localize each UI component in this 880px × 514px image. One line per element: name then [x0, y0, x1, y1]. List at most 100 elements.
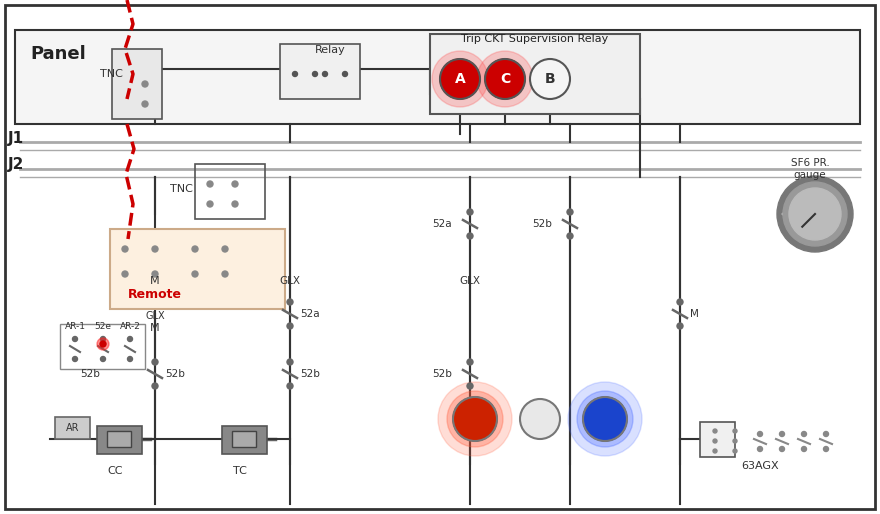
Circle shape	[783, 182, 847, 246]
Circle shape	[72, 337, 77, 341]
Bar	[107, 431, 131, 447]
Circle shape	[207, 201, 213, 207]
Circle shape	[142, 81, 148, 87]
Text: B: B	[545, 72, 555, 86]
Circle shape	[97, 338, 109, 350]
Text: C: C	[500, 72, 510, 86]
Circle shape	[432, 51, 488, 107]
Circle shape	[530, 59, 570, 99]
Circle shape	[287, 323, 293, 329]
Circle shape	[232, 181, 238, 187]
Text: J1: J1	[8, 131, 24, 145]
Text: 52b: 52b	[300, 369, 319, 379]
Circle shape	[477, 51, 533, 107]
Circle shape	[583, 397, 627, 441]
Bar	[280, 44, 360, 99]
Circle shape	[312, 71, 318, 77]
Circle shape	[72, 357, 77, 361]
Text: Remote: Remote	[128, 287, 182, 301]
Circle shape	[287, 359, 293, 365]
Bar	[700, 422, 735, 457]
Text: GLX: GLX	[280, 276, 300, 286]
Bar	[55, 417, 90, 439]
Text: 52e: 52e	[94, 322, 112, 331]
Circle shape	[292, 71, 297, 77]
Circle shape	[122, 271, 128, 277]
Text: 63AGX: 63AGX	[741, 461, 779, 471]
Circle shape	[152, 383, 158, 389]
Circle shape	[342, 71, 348, 77]
Bar	[232, 431, 256, 447]
Circle shape	[447, 391, 503, 447]
Circle shape	[677, 323, 683, 329]
Circle shape	[567, 233, 573, 239]
Bar	[195, 164, 265, 219]
Circle shape	[222, 271, 228, 277]
Bar	[430, 34, 640, 114]
Bar	[110, 229, 285, 309]
Circle shape	[777, 176, 853, 252]
Circle shape	[128, 357, 133, 361]
Text: 52b: 52b	[165, 369, 185, 379]
Circle shape	[467, 209, 473, 215]
Text: 52b: 52b	[532, 219, 552, 229]
Bar	[222, 426, 267, 454]
Text: AR: AR	[66, 423, 80, 433]
Text: A: A	[455, 72, 466, 86]
Circle shape	[780, 431, 784, 436]
Circle shape	[232, 201, 238, 207]
Circle shape	[192, 246, 198, 252]
Bar	[60, 324, 145, 369]
Circle shape	[802, 447, 806, 451]
Bar	[97, 426, 142, 454]
Text: M: M	[150, 276, 160, 286]
Circle shape	[567, 209, 573, 215]
Circle shape	[677, 299, 683, 305]
Circle shape	[780, 447, 784, 451]
Circle shape	[192, 271, 198, 277]
Circle shape	[152, 246, 158, 252]
Text: GLX: GLX	[459, 276, 480, 286]
Circle shape	[122, 246, 128, 252]
Text: Panel: Panel	[30, 45, 85, 63]
Text: TC: TC	[233, 466, 247, 476]
Text: AR-2: AR-2	[120, 322, 141, 331]
Circle shape	[152, 271, 158, 277]
Circle shape	[568, 382, 642, 456]
Text: CC: CC	[107, 466, 122, 476]
Circle shape	[222, 246, 228, 252]
Circle shape	[128, 337, 133, 341]
Text: M: M	[690, 309, 699, 319]
Text: TNC: TNC	[170, 184, 193, 194]
Circle shape	[453, 397, 497, 441]
Circle shape	[733, 429, 737, 433]
Text: AR-1: AR-1	[64, 322, 85, 331]
Text: 52b: 52b	[80, 369, 100, 379]
Circle shape	[287, 383, 293, 389]
Circle shape	[467, 359, 473, 365]
Circle shape	[438, 382, 512, 456]
Text: GLX: GLX	[145, 311, 165, 321]
Circle shape	[733, 439, 737, 443]
Text: M: M	[150, 323, 160, 333]
Circle shape	[207, 181, 213, 187]
Circle shape	[467, 233, 473, 239]
Circle shape	[713, 429, 717, 433]
Circle shape	[789, 188, 841, 240]
Circle shape	[100, 337, 106, 341]
Text: 52a: 52a	[300, 309, 319, 319]
Circle shape	[152, 359, 158, 365]
Circle shape	[758, 431, 762, 436]
Text: Trip CKT Supervision Relay: Trip CKT Supervision Relay	[461, 34, 609, 44]
Bar	[112, 49, 162, 119]
Circle shape	[758, 447, 762, 451]
Circle shape	[440, 59, 480, 99]
Circle shape	[142, 101, 148, 107]
Circle shape	[287, 299, 293, 305]
Circle shape	[520, 399, 560, 439]
Circle shape	[100, 357, 106, 361]
Text: Relay: Relay	[315, 45, 345, 55]
Circle shape	[485, 59, 525, 99]
Text: 52b: 52b	[432, 369, 452, 379]
Circle shape	[577, 391, 633, 447]
